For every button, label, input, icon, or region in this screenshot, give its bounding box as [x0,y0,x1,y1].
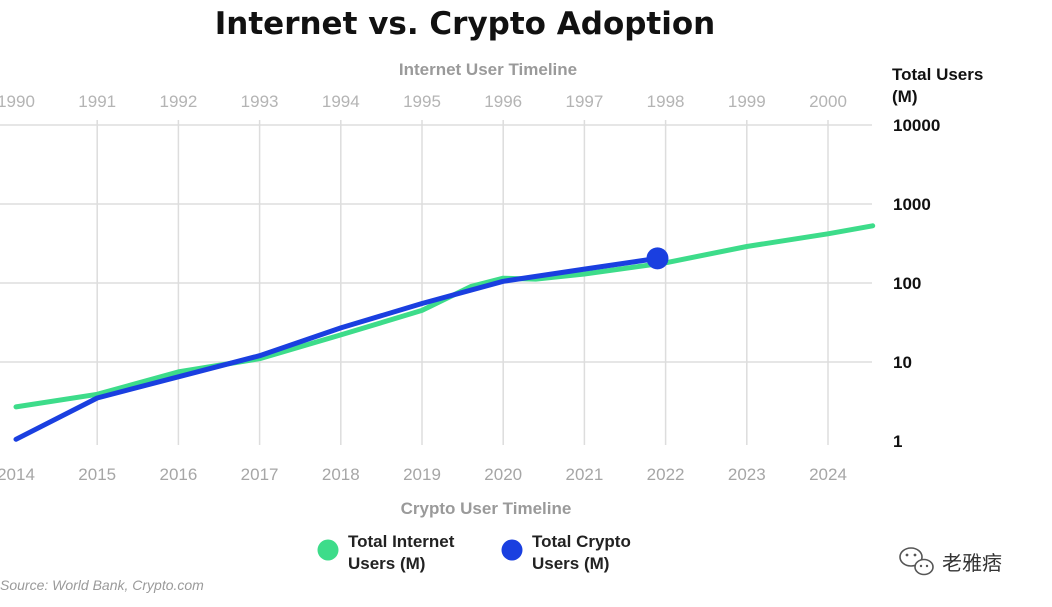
y-axis-title-line2: (M) [892,87,917,106]
bottom-tick-label: 2023 [728,465,766,484]
bottom-tick-label: 2014 [0,465,35,484]
gridlines [0,120,872,445]
top-tick-label: 1999 [728,92,766,111]
bottom-tick-label: 2018 [322,465,360,484]
bottom-tick-label: 2015 [78,465,116,484]
bottom-tick-label: 2016 [159,465,197,484]
bottom-tick-label: 2024 [809,465,847,484]
y-tick-label: 1 [893,432,902,451]
top-tick-label: 1993 [241,92,279,111]
top-tick-label: 1994 [322,92,360,111]
internet-users-line [13,223,876,410]
top-tick-label: 1997 [565,92,603,111]
bottom-tick-label: 2019 [403,465,441,484]
y-tick-label: 100 [893,274,921,293]
bottom-tick-label: 2022 [647,465,685,484]
watermark-text: 老雅痞 [942,551,1002,575]
crypto-year-ticks: 2014 2015 2016 2017 2018 2019 2020 2021 2022 2023… [0,465,847,484]
top-tick-label: 1996 [484,92,522,111]
top-tick-label: 2000 [809,92,847,111]
series-lines [13,223,876,442]
legend-label-line2: Users (M) [532,554,609,573]
top-tick-label: 1995 [403,92,441,111]
top-tick-label: 1991 [78,92,116,111]
legend-label-line1: Total Crypto [532,532,631,551]
top-tick-label: 1998 [647,92,685,111]
y-axis-ticks: 1 10 100 1000 10000 [893,116,940,451]
bottom-tick-label: 2021 [565,465,603,484]
internet-timeline-label: Internet User Timeline [399,60,577,79]
legend-label-line2: Users (M) [348,554,425,573]
y-tick-label: 1000 [893,195,931,214]
watermark: 老雅痞 [899,547,1002,576]
crypto-current-point [646,247,669,270]
crypto-users-line [13,255,660,442]
legend-marker [317,539,339,561]
source-note: Source: World Bank, Crypto.com [0,577,204,593]
bottom-tick-label: 2020 [484,465,522,484]
y-tick-label: 10000 [893,116,940,135]
wechat-icon [899,547,934,576]
crypto-timeline-label: Crypto User Timeline [401,499,572,518]
chart-title: Internet vs. Crypto Adoption [215,6,716,42]
legend-marker [501,539,523,561]
top-tick-label: 1992 [159,92,197,111]
legend-label-line1: Total Internet [348,532,455,551]
internet-year-ticks: 1990 1991 1992 1993 1994 1995 1996 1997 1998 1999… [0,92,847,111]
legend: Total Internet Users (M) Total Crypto Users… [317,532,631,573]
top-tick-label: 1990 [0,92,35,111]
y-tick-label: 10 [893,353,912,372]
bottom-tick-label: 2017 [241,465,279,484]
y-axis-title-line1: Total Users [892,65,983,84]
